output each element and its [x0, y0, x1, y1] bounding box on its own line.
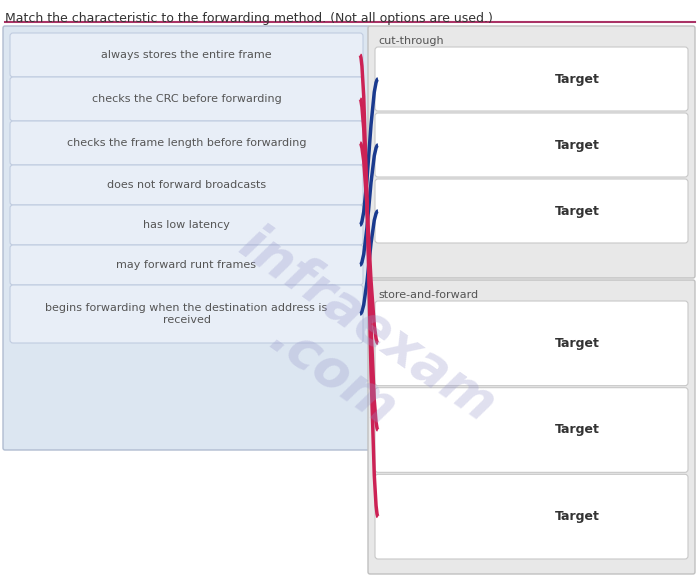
FancyBboxPatch shape: [375, 301, 688, 385]
FancyBboxPatch shape: [375, 179, 688, 243]
Text: Target: Target: [555, 510, 600, 523]
Text: Target: Target: [555, 138, 600, 152]
FancyBboxPatch shape: [375, 47, 688, 111]
Text: checks the frame length before forwarding: checks the frame length before forwardin…: [66, 138, 307, 148]
FancyBboxPatch shape: [10, 245, 363, 285]
FancyBboxPatch shape: [3, 26, 370, 450]
Text: does not forward broadcasts: does not forward broadcasts: [107, 180, 266, 190]
Text: Target: Target: [555, 73, 600, 85]
FancyBboxPatch shape: [375, 474, 688, 559]
Text: always stores the entire frame: always stores the entire frame: [102, 50, 272, 60]
FancyBboxPatch shape: [368, 280, 695, 574]
Text: has low latency: has low latency: [143, 220, 230, 230]
FancyBboxPatch shape: [10, 285, 363, 343]
FancyBboxPatch shape: [368, 26, 695, 278]
Text: infraexam
.com: infraexam .com: [195, 218, 505, 482]
FancyBboxPatch shape: [10, 205, 363, 245]
Text: Target: Target: [555, 337, 600, 350]
Text: cut-through: cut-through: [378, 36, 444, 46]
FancyBboxPatch shape: [10, 33, 363, 77]
Text: checks the CRC before forwarding: checks the CRC before forwarding: [92, 94, 281, 104]
Text: Target: Target: [555, 424, 600, 436]
FancyBboxPatch shape: [10, 77, 363, 121]
Text: begins forwarding when the destination address is
received: begins forwarding when the destination a…: [46, 303, 328, 325]
FancyBboxPatch shape: [10, 121, 363, 165]
Text: may forward runt frames: may forward runt frames: [116, 260, 256, 270]
FancyBboxPatch shape: [10, 165, 363, 205]
Text: Target: Target: [555, 204, 600, 218]
FancyBboxPatch shape: [375, 113, 688, 177]
FancyBboxPatch shape: [375, 388, 688, 473]
Text: store-and-forward: store-and-forward: [378, 290, 478, 300]
Text: Match the characteristic to the forwarding method. (Not all options are used.): Match the characteristic to the forwardi…: [5, 12, 493, 25]
